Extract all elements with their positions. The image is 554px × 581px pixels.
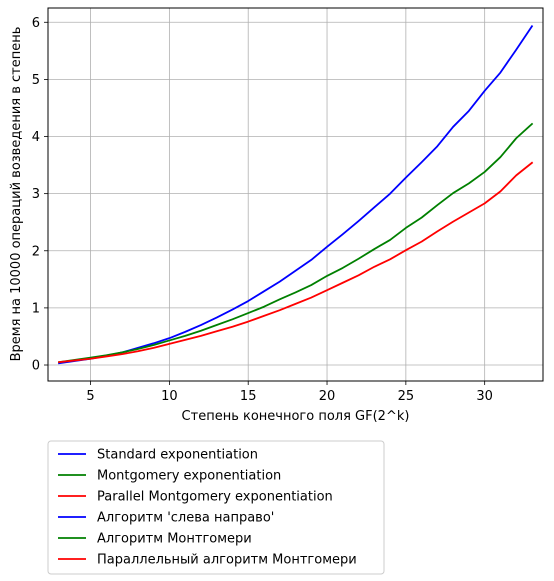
series-line-0 [58,25,534,365]
y-tick-label: 6 [32,16,40,31]
legend-items: Standard exponentiation Montgomery expone… [58,448,357,568]
y-tick-label: 0 [32,359,40,374]
x-axis-label: Степень конечного поля GF(2^k) [182,409,410,424]
y-tick-label: 2 [32,244,40,259]
y-tick-label: 1 [32,301,40,316]
legend-label: Montgomery exponentiation [97,469,281,484]
legend: Standard exponentiation Montgomery expone… [47,440,385,575]
plot-area-frame [47,7,544,382]
y-tick-label: 4 [32,130,40,145]
y-tick-label: 5 [32,73,40,88]
series-line-1 [58,122,534,364]
y-axis-label: Время на 10000 операций возведения в сте… [9,27,24,362]
grid-lines [48,8,543,381]
series-line-2 [58,161,534,364]
legend-label: Parallel Montgomery exponentiation [97,490,333,505]
x-tick-label: 30 [476,389,493,404]
x-tick-label: 5 [86,389,94,404]
y-tick-label: 3 [32,187,40,202]
x-tick-label: 10 [161,389,178,404]
legend-frame [47,440,385,575]
legend-label: Алгоритм Монтгомери [97,532,252,547]
x-tick-label: 20 [319,389,336,404]
legend-label: Параллельный алгоритм Монтгомери [97,553,357,568]
legend-label: Алгоритм 'слева направо' [97,511,274,526]
x-tick-label: 25 [398,389,415,404]
axis-ticks: 5 10 15 20 25 30 0 1 2 3 4 5 6 [32,16,493,404]
legend-label: Standard exponentiation [97,448,258,463]
series-lines [58,25,534,365]
x-tick-label: 15 [240,389,257,404]
